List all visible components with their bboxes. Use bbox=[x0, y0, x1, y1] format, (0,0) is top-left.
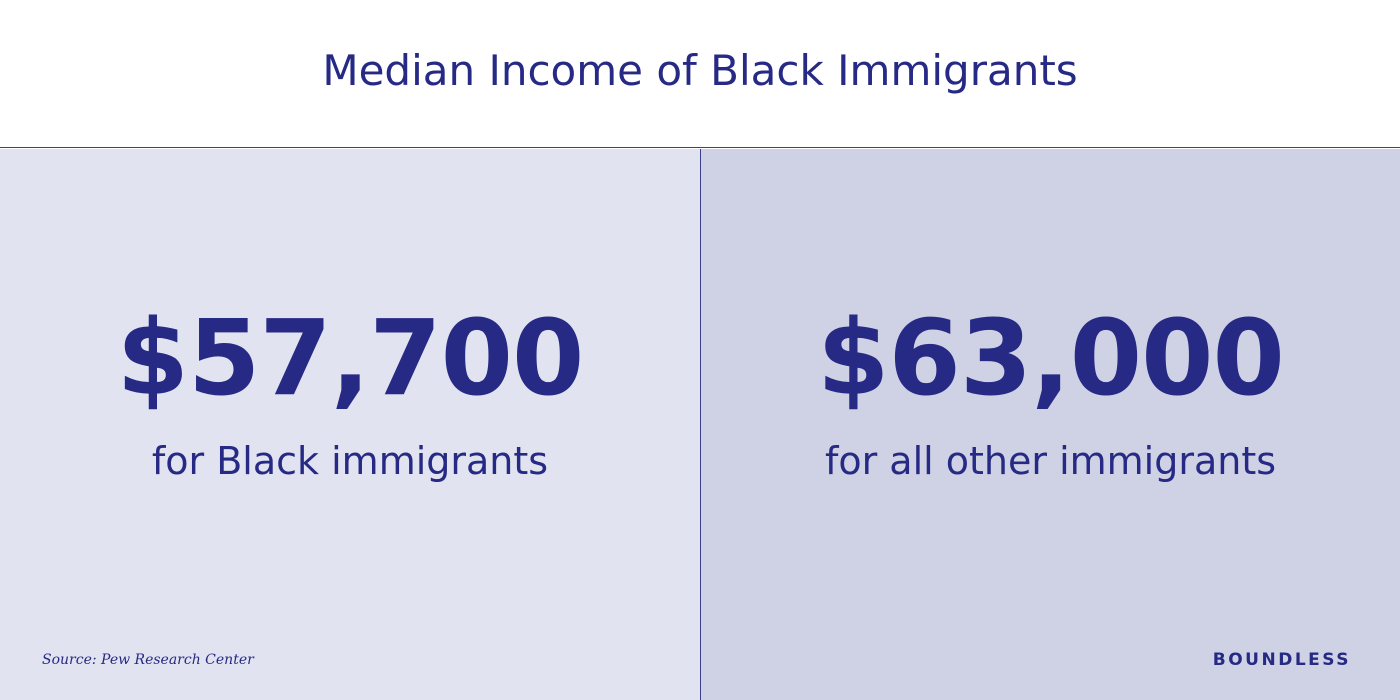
source: Source: Pew Research Center bbox=[42, 652, 254, 668]
panel-label: for Black immigrants bbox=[151, 439, 549, 483]
panel: $57,700 for Black immigrants bbox=[0, 149, 700, 700]
panel-value: $63,000 bbox=[817, 297, 1285, 419]
title: Median Income of Black Immigrants bbox=[322, 46, 1078, 95]
header: Median Income of Black Immigrants bbox=[0, 0, 1400, 148]
panel-value: $57,700 bbox=[116, 297, 585, 419]
panel-label: for all other immigrants bbox=[824, 439, 1277, 483]
brand: BOUNDLESS bbox=[1212, 650, 1351, 670]
panel: $63,000 for all other immigrants bbox=[700, 149, 1400, 700]
